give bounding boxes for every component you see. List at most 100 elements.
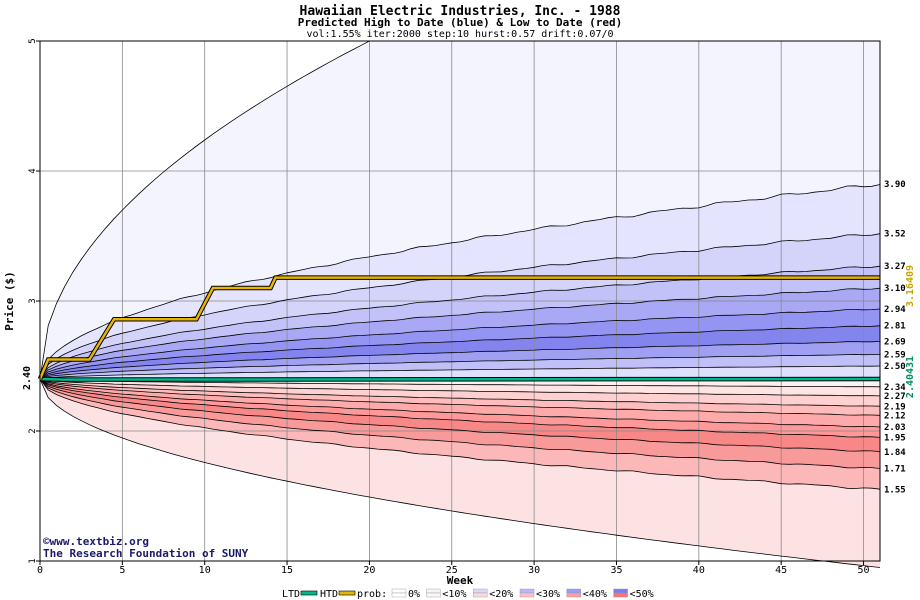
upper-band-fill — [40, 233, 880, 379]
y-tick-label: 3 — [28, 298, 38, 303]
legend-bucket-label: 0% — [408, 589, 420, 600]
legend-swatch-up — [613, 588, 628, 594]
upper-band-label: 2.59 — [884, 350, 906, 360]
start-price-label: 2.40 — [22, 366, 33, 390]
lower-band-label: 1.55 — [884, 486, 906, 496]
lower-contour-line — [39, 378, 881, 490]
lower-band-fill — [40, 379, 880, 452]
lower-contour-line — [39, 378, 881, 568]
upper-band-label: 2.94 — [884, 305, 906, 315]
y-tick-label: 2 — [28, 428, 38, 433]
legend-swatch-up — [473, 588, 488, 594]
upper-band-label: 2.50 — [884, 362, 906, 372]
lower-contour-line — [39, 378, 881, 407]
legend-bucket-label: <10% — [442, 589, 466, 600]
right-value-low: 2.40431 — [905, 356, 916, 398]
x-tick-label: 20 — [363, 565, 375, 576]
lower-band-fill — [40, 379, 880, 416]
upper-contour-line — [39, 325, 881, 380]
upper-band-fill — [40, 266, 880, 379]
upper-contour-line — [39, 365, 881, 380]
right-value-high: 3.16409 — [905, 265, 916, 307]
lower-band-fill — [40, 379, 880, 568]
y-tick-label: 5 — [28, 38, 38, 43]
legend-prob-label: prob: — [357, 589, 387, 600]
y-axis-label: Price ($) — [3, 271, 16, 331]
upper-band-fill — [40, 354, 880, 379]
chart-subtitle: Predicted High to Date (blue) & Low to D… — [298, 16, 623, 29]
lower-band-fill — [40, 379, 880, 427]
x-tick-label: 30 — [528, 565, 540, 576]
y-tick-label: 4 — [28, 168, 38, 173]
credit-website: ©www.textbiz.org — [43, 535, 149, 548]
upper-band-label: 3.27 — [884, 262, 906, 272]
upper-contour-line — [39, 308, 881, 380]
plot-frame — [39, 40, 881, 562]
upper-contour-line — [39, 184, 881, 380]
lower-band-label: 1.95 — [884, 434, 906, 444]
legend: LTD HTD prob: 0% <10% <20% <30% <40% <50% — [282, 588, 654, 600]
y-tick-label: 1 — [28, 558, 38, 563]
x-tick-label: 35 — [610, 565, 622, 576]
upper-band-fill — [40, 366, 880, 379]
legend-swatch-down — [426, 592, 441, 598]
legend-ltd-swatch — [300, 590, 318, 596]
legend-ltd-label: LTD — [282, 589, 300, 600]
lower-band-fill — [40, 379, 880, 490]
legend-swatch-up — [566, 588, 581, 594]
lower-contour-line — [39, 378, 881, 397]
lower-contour-line — [39, 378, 881, 438]
lower-band-label: 1.71 — [884, 465, 906, 475]
upper-band-fill — [40, 309, 880, 379]
lower-band-label: 2.34 — [884, 383, 906, 393]
upper-band-fill — [40, 288, 880, 379]
lower-band-fill — [40, 379, 880, 438]
upper-band-fill — [40, 341, 880, 379]
x-tick-label: 25 — [446, 565, 458, 576]
lower-band-fill — [40, 379, 880, 407]
upper-contour-line — [39, 287, 881, 380]
lower-contour-line — [39, 378, 881, 388]
legend-swatch-down — [473, 592, 488, 598]
lower-contour-line — [39, 378, 881, 469]
legend-bucket-label: <30% — [536, 589, 560, 600]
lower-contour-line — [39, 378, 881, 416]
x-axis-label: Week — [447, 574, 474, 587]
x-tick-label: 45 — [775, 565, 787, 576]
x-tick-label: 50 — [858, 565, 870, 576]
legend-htd-swatch — [338, 590, 356, 596]
x-tick-label: 10 — [199, 565, 211, 576]
legend-swatch-up — [391, 588, 407, 594]
x-tick-label: 40 — [693, 565, 705, 576]
upper-band-label: 2.81 — [884, 322, 906, 332]
legend-swatch-up — [426, 588, 441, 594]
credit-foundation: The Research Foundation of SUNY — [43, 547, 249, 560]
ltd-line — [39, 377, 881, 381]
upper-band-label: 3.52 — [884, 229, 906, 239]
upper-contour-line — [39, 341, 881, 380]
upper-band-label: 3.10 — [884, 284, 906, 294]
lower-band-label: 2.19 — [884, 402, 906, 412]
upper-band-label: 2.69 — [884, 337, 906, 347]
legend-bucket-label: <50% — [630, 589, 654, 600]
lower-contour-line — [39, 378, 881, 452]
x-tick-label: 0 — [37, 565, 43, 576]
lower-band-fill — [40, 379, 880, 469]
legend-swatch-up — [519, 588, 535, 594]
upper-contour-line — [39, 354, 881, 380]
lower-band-label: 2.03 — [884, 423, 906, 433]
x-tick-label: 15 — [281, 565, 293, 576]
x-tick-label: 5 — [119, 565, 125, 576]
chart-params: vol:1.55% iter:2000 step:10 hurst:0.57 d… — [306, 29, 613, 40]
legend-swatch-down — [519, 592, 535, 598]
lower-contour-line — [39, 378, 881, 428]
legend-swatch-down — [391, 592, 407, 598]
legend-bucket-label: <40% — [583, 589, 607, 600]
htd-line — [38, 276, 880, 380]
lower-band-label: 2.12 — [884, 411, 906, 421]
chart-title: Hawaiian Electric Industries, Inc. - 198… — [300, 4, 621, 19]
upper-band-fill — [40, 41, 880, 379]
legend-bucket-label: <20% — [489, 589, 513, 600]
legend-htd-label: HTD — [320, 589, 338, 600]
